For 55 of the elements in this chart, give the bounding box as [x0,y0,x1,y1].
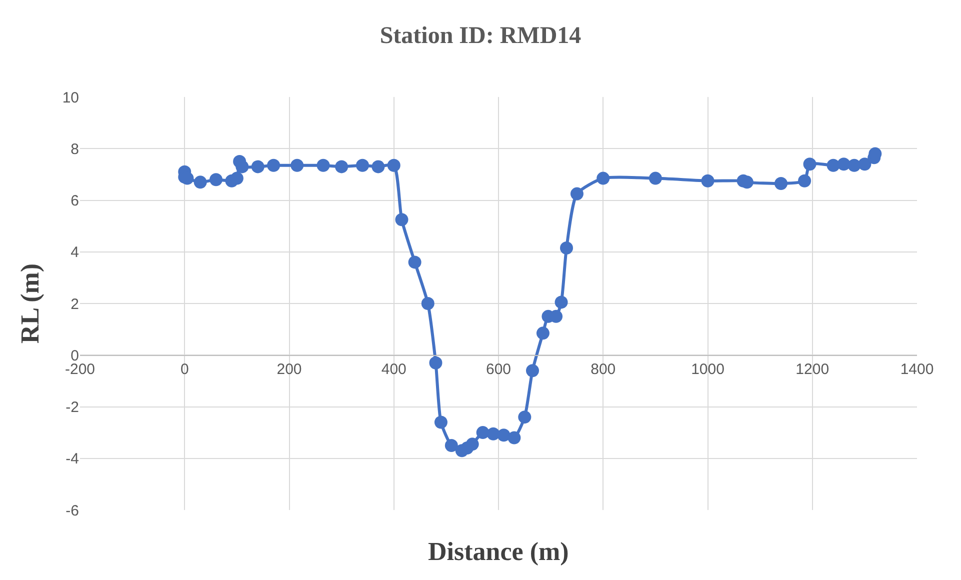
point [429,356,442,370]
y-tick-label: -2 [66,399,79,416]
y-tick-label: -6 [66,502,79,520]
point [596,172,610,185]
point [803,158,816,171]
point [194,176,207,189]
y-tick-label: 8 [70,140,79,158]
point [570,187,584,200]
point [421,297,434,310]
y-tick-label: 2 [70,296,79,313]
point [518,410,532,424]
x-tick-label: 400 [381,361,406,378]
x-tick-label: 600 [486,361,512,378]
point [290,158,304,172]
point [335,160,348,174]
x-tick-label: 1000 [691,361,724,378]
point [648,172,662,185]
y-axis-title: RL (m) [16,263,45,344]
point [536,326,550,340]
point [236,160,249,174]
point [251,160,264,174]
point [508,431,521,444]
point [497,428,510,442]
x-tick-label: 1400 [900,361,934,378]
y-tick-label: 10 [62,89,79,106]
x-tick-label: 200 [276,361,302,378]
point [356,158,369,172]
point [180,172,194,185]
point [444,438,458,452]
x-tick-label: 1200 [796,361,830,378]
point [798,174,812,188]
x-tick-label: 800 [590,361,616,378]
y-tick-label: 4 [70,244,79,262]
point [316,158,330,172]
point [267,158,280,172]
y-tick-label: -4 [66,450,79,468]
point [701,174,714,188]
point [210,173,223,186]
point [395,213,408,226]
y-tick-label: 6 [70,192,79,210]
x-axis-title: Distance (m) [428,537,569,566]
point [372,160,385,174]
point [408,256,422,269]
x-tick-label: 0 [180,361,189,378]
point [387,158,400,172]
point [466,438,479,451]
point [230,172,244,185]
point [526,364,539,378]
point [858,158,872,171]
point [554,296,568,309]
chart-title: Station ID: RMD14 [380,22,582,49]
point [434,416,448,429]
point [560,242,574,254]
point [774,176,788,190]
point [848,158,861,172]
